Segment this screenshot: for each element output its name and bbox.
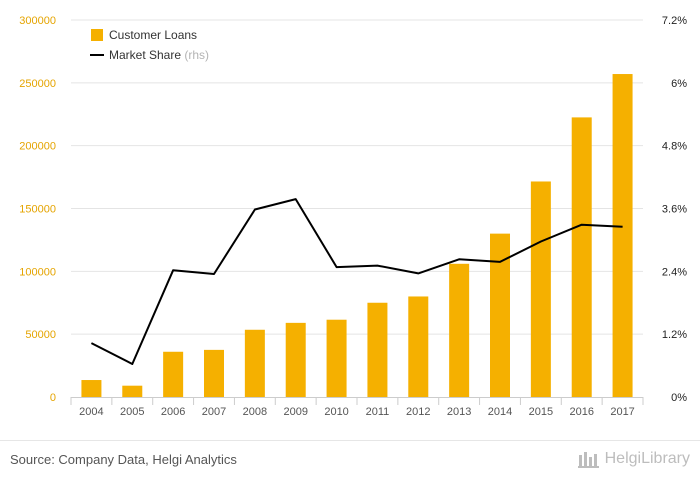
- x-tick-label: 2014: [488, 406, 512, 418]
- x-tick-label: 2007: [202, 406, 226, 418]
- left-tick-label: 300000: [19, 15, 56, 27]
- left-tick-label: 100000: [19, 266, 56, 278]
- x-tick-label: 2013: [447, 406, 471, 418]
- bar-2017: [612, 74, 633, 397]
- bar-2012: [408, 296, 429, 397]
- bar-2006: [163, 351, 184, 397]
- left-axis: 0 50000 100000 150000 200000 250000 300000: [19, 15, 56, 404]
- left-tick-label: 200000: [19, 141, 56, 153]
- x-tick-label: 2016: [569, 406, 593, 418]
- bar-series: [81, 74, 633, 398]
- grid-lines: [71, 19, 643, 335]
- legend-label-customer-loans[interactable]: Customer Loans: [109, 28, 197, 42]
- bar-2004: [81, 380, 102, 397]
- source-text: Source: Company Data, Helgi Analytics: [10, 452, 237, 467]
- bar-2009: [285, 322, 306, 397]
- bar-2010: [326, 319, 347, 397]
- x-axis: 2004 2005 2006 2007 2008 2009 2010 2011 2012 2013…: [70, 397, 644, 418]
- left-tick-label: 50000: [25, 329, 56, 341]
- right-tick-label: 4.8%: [662, 141, 687, 153]
- x-tick-label: 2008: [243, 406, 267, 418]
- left-tick-label: 250000: [19, 78, 56, 90]
- bar-2011: [367, 302, 388, 397]
- x-tick-label: 2005: [120, 406, 144, 418]
- legend: Customer Loans Market Share (rhs): [90, 28, 209, 62]
- x-tick-label: 2015: [529, 406, 553, 418]
- brand-text: HelgiLibrary: [604, 450, 690, 467]
- right-tick-label: 2.4%: [662, 266, 687, 278]
- right-tick-label: 6%: [671, 78, 687, 90]
- right-tick-label: 1.2%: [662, 329, 687, 341]
- left-tick-label: 150000: [19, 204, 56, 216]
- legend-label-market-share[interactable]: Market Share (rhs): [109, 48, 209, 62]
- bar-2014: [490, 233, 510, 397]
- bar-2013: [449, 263, 470, 397]
- chart: 0 50000 100000 150000 200000 250000 300000 0% 1…: [19, 15, 687, 418]
- bar-2005: [122, 385, 143, 397]
- right-tick-label: 3.6%: [662, 204, 687, 216]
- bar-2007: [204, 349, 224, 397]
- x-tick-label: 2017: [610, 406, 634, 418]
- x-tick-label: 2010: [324, 406, 348, 418]
- x-tick-label: 2009: [283, 406, 307, 418]
- bar-2008: [244, 329, 265, 397]
- right-axis: 0% 1.2% 2.4% 3.6% 4.8% 6% 7.2%: [662, 15, 687, 404]
- right-tick-label: 7.2%: [662, 15, 687, 27]
- bar-2015: [530, 181, 551, 397]
- x-tick-label: 2012: [406, 406, 430, 418]
- x-tick-label: 2004: [79, 406, 103, 418]
- footer: Source: Company Data, Helgi Analytics He…: [0, 440, 700, 484]
- bar-2016: [571, 117, 592, 398]
- library-icon: [577, 452, 599, 468]
- x-tick-label: 2006: [161, 406, 185, 418]
- right-tick-label: 0%: [671, 392, 687, 404]
- x-tick-label: 2011: [366, 406, 390, 418]
- brand-logo[interactable]: HelgiLibrary: [577, 450, 690, 468]
- legend-swatch-customer-loans: [91, 29, 103, 41]
- left-tick-label: 0: [50, 392, 56, 404]
- market-share-line: [90, 198, 623, 365]
- line-series: [90, 198, 623, 365]
